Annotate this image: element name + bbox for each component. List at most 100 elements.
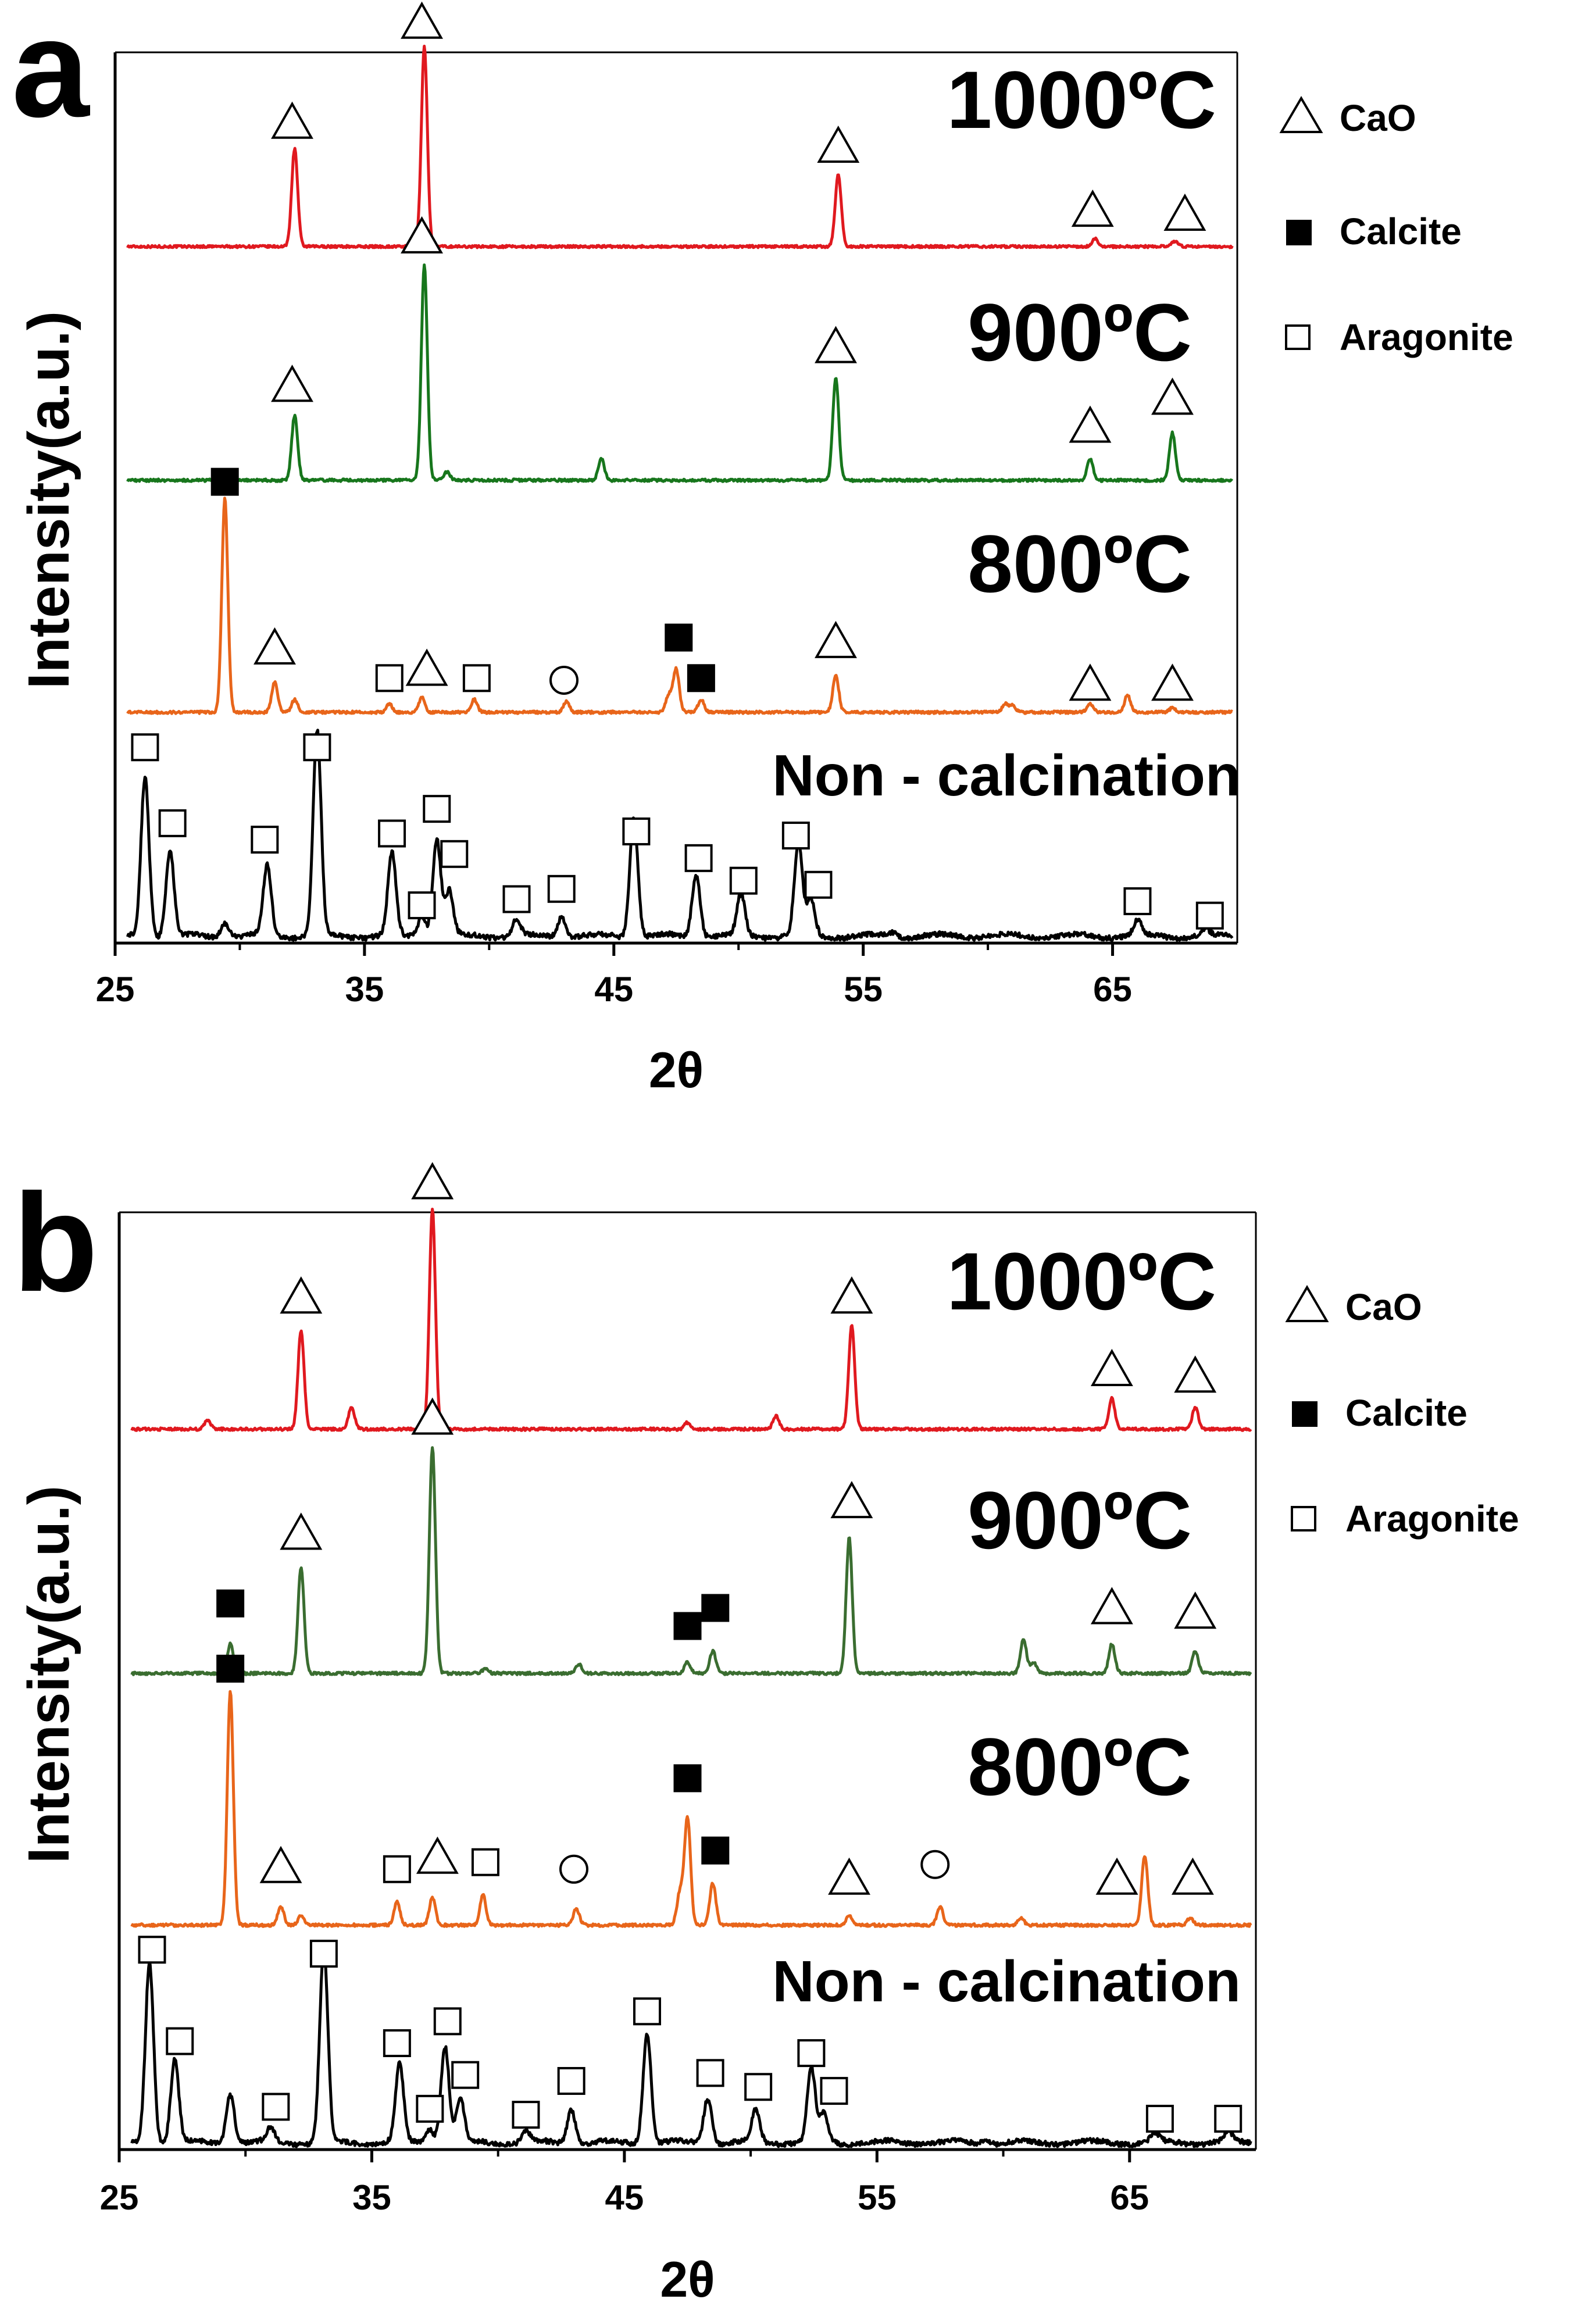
panel-label: a — [12, 0, 90, 146]
series-label: 900ºC — [967, 1475, 1192, 1566]
series-trace-0 — [126, 44, 1234, 249]
x-axis-title: 2θ — [660, 2252, 715, 2308]
cao-peak-marker — [830, 1276, 873, 1314]
legend-aragonite-label: Aragonite — [1345, 1498, 1519, 1540]
aragonite-peak-marker — [375, 664, 404, 692]
legend-calcite-label: Calcite — [1340, 210, 1462, 252]
series-label: 800ºC — [967, 518, 1192, 609]
aragonite-peak-marker — [451, 2061, 480, 2089]
legend-cao-label: CaO — [1345, 1286, 1422, 1328]
cao-peak-marker — [401, 1, 443, 39]
legend-cao-symbol — [1285, 1285, 1329, 1322]
cao-peak-marker — [1069, 405, 1112, 443]
cao-peak-marker — [253, 627, 296, 665]
x-tick-label: 55 — [844, 970, 883, 1009]
cao-peak-marker — [280, 1276, 323, 1314]
x-tick-label: 55 — [858, 2178, 897, 2217]
aragonite-peak-marker — [1195, 901, 1224, 930]
aragonite-peak-marker — [416, 2094, 444, 2123]
cao-peak-marker — [1071, 190, 1114, 227]
cao-peak-marker — [1090, 1348, 1133, 1386]
cao-peak-marker — [280, 1512, 323, 1550]
cao-peak-marker — [1163, 193, 1206, 231]
aragonite-peak-marker — [262, 2093, 290, 2121]
cao-peak-marker — [271, 101, 313, 139]
calcite-peak-marker — [673, 1764, 702, 1793]
series-label: 900ºC — [967, 287, 1192, 378]
series-label: 1000ºC — [947, 54, 1216, 145]
calcite-peak-marker — [216, 1589, 245, 1618]
panel-b: 25 35 45 55 65 2θ Intensity(a.u.) b 1000ºC 900ºC 8… — [13, 1162, 1519, 2308]
aragonite-peak-marker — [309, 1940, 338, 1968]
calcite-peak-marker — [210, 467, 239, 496]
series-trace-1 — [126, 263, 1234, 483]
aragonite-peak-marker — [471, 1848, 499, 1876]
aragonite-peak-marker — [622, 817, 651, 845]
legend-aragonite-label: Aragonite — [1340, 316, 1513, 358]
aragonite-peak-marker — [423, 795, 451, 823]
series-label: 800ºC — [967, 1721, 1192, 1812]
cao-peak-marker — [411, 1397, 454, 1435]
x-axis-title: 2θ — [649, 1043, 704, 1098]
y-axis-title: Intensity(a.u.) — [16, 311, 81, 689]
aragonite-peak-marker — [684, 844, 713, 872]
x-tick-label: 25 — [100, 2178, 139, 2217]
legend-calcite-symbol — [1292, 1401, 1318, 1427]
series-trace-0 — [130, 1208, 1252, 1432]
cao-peak-marker — [1174, 1355, 1217, 1393]
aragonite-peak-marker — [1214, 2104, 1242, 2133]
legend-cao-symbol — [1279, 96, 1323, 133]
cao-peak-marker — [405, 648, 448, 686]
cao-peak-marker — [411, 1162, 454, 1200]
calcite-peak-marker — [673, 1612, 702, 1640]
series-label: Non - calcination — [772, 1949, 1241, 2014]
aragonite-peak-marker — [547, 874, 576, 903]
unknown-peak-marker — [920, 1850, 950, 1879]
aragonite-peak-marker — [696, 2059, 724, 2087]
panel-label: b — [13, 1165, 98, 1320]
series-label: 1000ºC — [947, 1236, 1216, 1327]
cao-peak-marker — [1090, 1587, 1133, 1625]
calcite-peak-marker — [701, 1594, 730, 1622]
cao-peak-marker — [1151, 663, 1194, 701]
panel-a: 25 35 45 55 65 2θ Intensity(a.u.) a 1000ºC 900ºC 8… — [12, 0, 1513, 1098]
aragonite-peak-marker — [383, 2029, 411, 2057]
aragonite-peak-marker — [131, 733, 159, 762]
aragonite-peak-marker — [744, 2073, 773, 2101]
x-tick-label: 45 — [605, 2178, 644, 2217]
unknown-peak-marker — [549, 665, 579, 695]
y-axis-title: Intensity(a.u.) — [16, 1486, 81, 1864]
aragonite-peak-marker — [557, 2066, 585, 2095]
aragonite-peak-marker — [797, 2039, 826, 2068]
aragonite-peak-marker — [462, 664, 491, 692]
cao-peak-marker — [259, 1845, 302, 1883]
calcite-peak-marker — [687, 664, 715, 692]
aragonite-peak-marker — [383, 1855, 411, 1883]
x-tick-label: 35 — [352, 2178, 391, 2217]
x-tick-label: 65 — [1110, 2178, 1149, 2217]
x-tick-label: 65 — [1093, 970, 1132, 1009]
aragonite-peak-marker — [408, 891, 436, 920]
cao-peak-marker — [1174, 1591, 1217, 1629]
series-trace-1 — [130, 1446, 1252, 1676]
legend-aragonite-symbol — [1285, 324, 1311, 350]
cao-peak-marker — [1171, 1857, 1214, 1895]
aragonite-peak-marker — [166, 2027, 194, 2055]
aragonite-peak-marker — [251, 826, 279, 854]
x-tick-label: 35 — [345, 970, 384, 1009]
cao-peak-marker — [416, 1836, 459, 1874]
cao-peak-marker — [815, 326, 857, 363]
aragonite-peak-marker — [633, 1997, 661, 2026]
cao-peak-marker — [1095, 1857, 1138, 1895]
cao-peak-marker — [817, 125, 860, 163]
aragonite-peak-marker — [440, 840, 469, 868]
aragonite-peak-marker — [512, 2101, 540, 2129]
aragonite-peak-marker — [729, 866, 758, 895]
cao-peak-marker — [1069, 663, 1112, 701]
legend-calcite-label: Calcite — [1345, 1392, 1468, 1434]
series-trace-3 — [126, 729, 1234, 942]
cao-peak-marker — [401, 216, 443, 254]
aragonite-peak-marker — [781, 822, 810, 850]
aragonite-peak-marker — [378, 819, 406, 848]
series-label: Non - calcination — [772, 743, 1241, 808]
